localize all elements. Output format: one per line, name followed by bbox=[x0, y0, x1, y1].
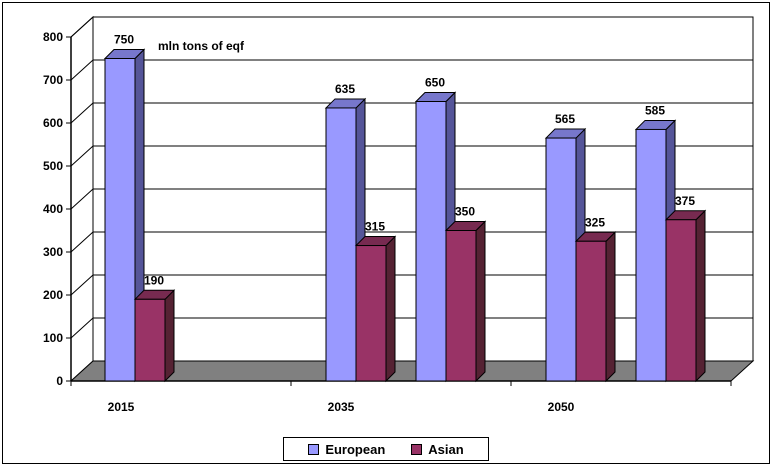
y-tick-label: 0 bbox=[56, 374, 63, 388]
bar-front bbox=[665, 219, 697, 382]
y-tick-label: 200 bbox=[43, 288, 63, 302]
x-tick-label: 2015 bbox=[108, 400, 135, 414]
gridline-diagonal bbox=[70, 59, 94, 81]
y-tick-label: 400 bbox=[43, 202, 63, 216]
bar-front bbox=[445, 230, 477, 382]
y-tick-label: 300 bbox=[43, 245, 63, 259]
bar-european bbox=[103, 48, 146, 383]
y-tick-label: 800 bbox=[43, 30, 63, 44]
bar-front bbox=[635, 128, 667, 382]
bar-european bbox=[324, 97, 367, 383]
gridline-diagonal bbox=[70, 102, 94, 124]
chart-frame: 0 100 200 300 400 500 600 700 800 2015 2035 2050 75… bbox=[2, 2, 770, 464]
legend-swatch-asian bbox=[411, 443, 423, 455]
bar-front bbox=[575, 240, 607, 382]
bar-asian bbox=[444, 220, 487, 383]
bar-front bbox=[545, 137, 577, 382]
data-label: 635 bbox=[335, 82, 355, 96]
data-label: 315 bbox=[365, 220, 385, 234]
data-label: 585 bbox=[645, 103, 665, 117]
bar-asian bbox=[133, 289, 176, 383]
legend-label-asian: Asian bbox=[428, 441, 464, 457]
data-label: 190 bbox=[144, 273, 164, 287]
gridline-diagonal bbox=[70, 16, 94, 38]
bar-european bbox=[544, 127, 587, 383]
legend-item-asian: Asian bbox=[411, 441, 464, 457]
bar-asian bbox=[664, 209, 707, 383]
bar-side bbox=[475, 220, 486, 383]
gridline-diagonal bbox=[70, 317, 94, 339]
gridline-diagonal bbox=[70, 188, 94, 210]
y-tick-label: 700 bbox=[43, 73, 63, 87]
data-label: 350 bbox=[455, 205, 475, 219]
bar-front bbox=[355, 245, 387, 382]
y-tick-label: 100 bbox=[43, 331, 63, 345]
bar-side bbox=[605, 231, 616, 383]
x-tick-label: 2050 bbox=[548, 400, 575, 414]
bar-front bbox=[415, 101, 447, 382]
gridline-diagonal bbox=[70, 231, 94, 253]
bar-side bbox=[695, 209, 706, 383]
bar-front bbox=[104, 58, 136, 382]
chart-legend: European Asian bbox=[283, 437, 489, 461]
x-tick-label: 2035 bbox=[328, 400, 355, 414]
bar-side bbox=[164, 289, 175, 383]
data-label: 375 bbox=[675, 194, 695, 208]
data-label: 565 bbox=[555, 112, 575, 126]
y-tick-label: 600 bbox=[43, 116, 63, 130]
bar-asian bbox=[354, 235, 397, 383]
gridline-diagonal bbox=[70, 274, 94, 296]
bar-chart: 0 100 200 300 400 500 600 700 800 2015 2035 2050 75… bbox=[43, 15, 755, 414]
gridline-diagonal bbox=[70, 145, 94, 167]
legend-item-european: European bbox=[308, 442, 385, 457]
data-label: 650 bbox=[425, 76, 445, 90]
bar-asian bbox=[574, 231, 617, 383]
legend-swatch-european bbox=[308, 443, 320, 455]
y-tick-label: 500 bbox=[43, 159, 63, 173]
data-label: 325 bbox=[585, 215, 605, 229]
bar-front bbox=[134, 298, 166, 382]
data-label: 750 bbox=[114, 33, 134, 47]
legend-label-european: European bbox=[325, 441, 386, 457]
chart-annotation: mln tons of eqf bbox=[158, 39, 245, 53]
bar-side bbox=[385, 235, 396, 383]
bar-front bbox=[325, 107, 357, 382]
